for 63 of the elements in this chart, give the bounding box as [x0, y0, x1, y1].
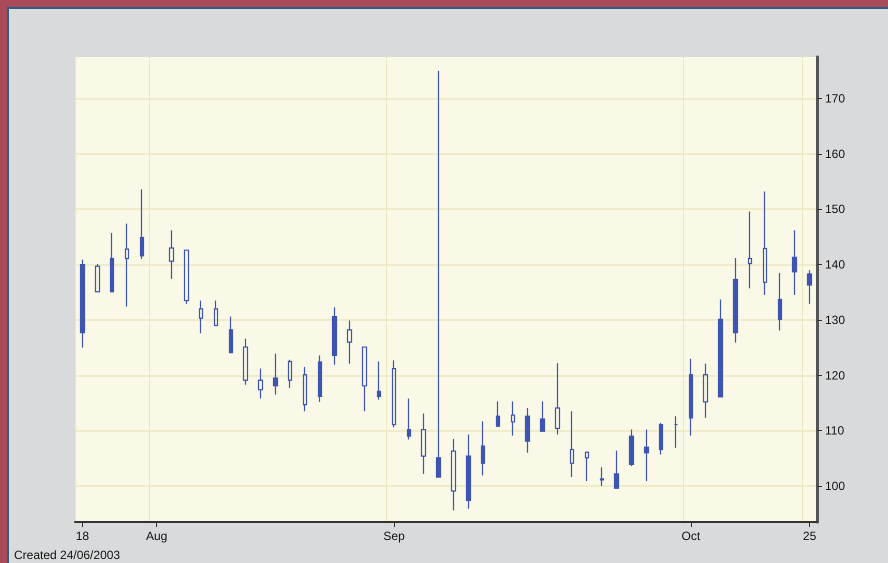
candlestick [628, 428, 634, 467]
candlestick [214, 300, 218, 327]
candlestick [420, 412, 426, 474]
candlestick [806, 270, 812, 304]
y-tick-label: 130 [825, 312, 846, 327]
candlestick [496, 400, 500, 427]
y-tick-label: 110 [825, 424, 844, 438]
candlestick [362, 346, 368, 412]
y-tick-label: 140 [825, 258, 846, 272]
y-tick-label: 170 [825, 92, 846, 106]
candlestick [644, 428, 650, 482]
candlestick [392, 360, 396, 428]
candlestick [732, 257, 738, 344]
candlestick [110, 232, 114, 292]
x-tick-label: 18 [76, 529, 90, 543]
candlestick [762, 190, 768, 296]
candlestick [272, 353, 278, 396]
candlestick [168, 230, 174, 280]
candlestick [450, 438, 456, 511]
y-tick-label: 120 [825, 368, 846, 382]
text: Created 24/06/2003 [14, 548, 120, 562]
candlestick [466, 434, 472, 510]
candlestick [242, 338, 248, 386]
y-tick-label: 150 [825, 202, 846, 216]
candlestick [406, 398, 412, 440]
candlestick [702, 363, 708, 419]
candlestick [524, 407, 530, 454]
x-tick-label: Aug [146, 529, 168, 543]
candlestick [288, 359, 292, 389]
candlestick [614, 450, 620, 489]
candlestick [302, 366, 308, 412]
candlestick [748, 210, 752, 289]
candlestick [540, 400, 546, 432]
x-tick-label: Sep [383, 529, 406, 543]
candlestick [140, 188, 144, 260]
candlestick [258, 368, 264, 400]
candlestick [480, 420, 486, 476]
candlestick [228, 316, 234, 354]
candlestick [688, 358, 694, 436]
candlestick [792, 230, 798, 296]
candlestick [198, 300, 204, 334]
candlestick [570, 410, 574, 478]
candlestick [332, 306, 338, 366]
candlestick [318, 354, 322, 402]
candlestick [718, 298, 724, 398]
candlestick [80, 259, 86, 348]
candlestick [674, 416, 678, 448]
y-tick-label: 160 [825, 146, 846, 161]
candlestick [346, 320, 352, 364]
x-tick-label: Oct [682, 529, 701, 543]
candlestick [124, 223, 130, 308]
candlestick [184, 250, 190, 304]
candlestick [436, 70, 442, 478]
candlestick [600, 466, 604, 487]
candlestick [584, 452, 590, 482]
candlestick [658, 422, 664, 456]
candlestick [554, 362, 560, 436]
candlestick [778, 272, 782, 332]
candlestick [376, 360, 382, 400]
x-tick-label: 25 [802, 529, 817, 543]
candlestick [510, 400, 516, 436]
y-tick-label: 100 [825, 479, 846, 494]
candlestick [94, 263, 100, 292]
